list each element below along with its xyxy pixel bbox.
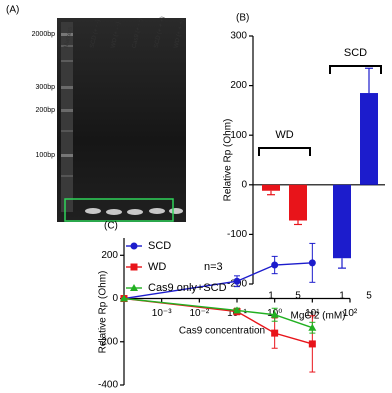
- x-axis-title: Cas9 concentration: [179, 326, 265, 337]
- group-label: WD: [275, 129, 293, 141]
- point: [233, 277, 241, 285]
- x-tick-label: 1: [339, 291, 345, 302]
- y-axis-title: Relative Rp (Ohm): [223, 119, 234, 202]
- x-tick-label: 5: [295, 291, 301, 302]
- y-axis-title: Relative Rp (Ohm): [98, 271, 109, 354]
- point: [308, 259, 316, 267]
- y-tick-label: 200: [230, 80, 247, 91]
- x-tick-label: 10²: [343, 308, 358, 319]
- legend-label: WD: [148, 261, 166, 273]
- gel-image: [57, 18, 186, 222]
- point: [233, 306, 241, 314]
- ladder-label: 200bp: [36, 107, 56, 114]
- x-axis-title: MgCl2 (mM): [291, 311, 346, 322]
- bar: [262, 184, 280, 191]
- y-tick-label: 100: [230, 130, 247, 141]
- panel-label: (B): [236, 13, 249, 24]
- y-tick-label: 300: [230, 31, 247, 42]
- legend-label: SCD: [148, 240, 171, 252]
- x-tick-label: 10⁻³: [152, 308, 172, 319]
- annotation: n=3: [204, 261, 223, 273]
- legend-marker: [130, 284, 138, 291]
- bar: [289, 184, 307, 221]
- ladder-label: 100bp: [36, 152, 56, 159]
- y-tick-label: 0: [112, 293, 118, 304]
- panel-label: (A): [6, 5, 19, 16]
- x-tick-label: 10¹: [305, 308, 320, 319]
- x-tick-label: 1: [268, 291, 274, 302]
- lane-label: Markers: [64, 26, 74, 48]
- y-tick-label: -400: [98, 380, 118, 391]
- lane-label: SCD (+ - -): [90, 19, 102, 49]
- x-tick-label: 5: [366, 291, 372, 302]
- series-line: [123, 262, 313, 300]
- ladder-smear: [61, 22, 73, 212]
- group-label: SCD: [344, 47, 367, 59]
- series-line: [123, 297, 313, 329]
- group-bracket: [258, 147, 311, 156]
- bar: [360, 93, 378, 185]
- point: [270, 310, 279, 318]
- point: [271, 329, 279, 337]
- lane-label: WD (+ - -): [111, 22, 122, 49]
- ladder-label: 300bp: [36, 84, 56, 91]
- point: [271, 261, 279, 269]
- legend-marker: [130, 242, 138, 250]
- x-tick-label: 10⁻²: [189, 308, 209, 319]
- highlight-box: [64, 198, 174, 222]
- bar: [333, 184, 351, 259]
- point: [120, 294, 128, 302]
- y-tick-label: 200: [101, 250, 118, 261]
- series-line: [123, 297, 313, 345]
- point: [308, 340, 316, 348]
- y-tick-label: 0: [241, 179, 247, 190]
- group-bracket: [329, 65, 382, 74]
- legend-label: Cas9 only+SCD: [148, 282, 227, 294]
- y-tick-label: -200: [98, 336, 118, 347]
- y-tick-label: -100: [227, 229, 247, 240]
- panel-label: (C): [104, 221, 118, 232]
- point: [308, 323, 317, 331]
- ladder-label: 2000bp: [32, 31, 55, 38]
- legend-marker: [130, 263, 138, 271]
